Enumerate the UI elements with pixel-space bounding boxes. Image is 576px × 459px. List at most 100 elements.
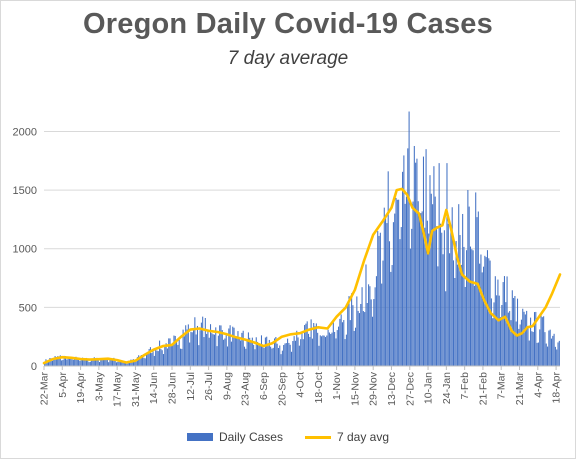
bar-daily-cases (485, 257, 487, 366)
bar-daily-cases (352, 305, 354, 366)
chart-title: Oregon Daily Covid-19 Cases (83, 8, 493, 40)
bar-daily-cases (348, 296, 350, 366)
bar-daily-cases (123, 361, 125, 366)
bar-daily-cases (445, 291, 447, 366)
bar-daily-cases (321, 336, 323, 366)
bar-daily-cases (289, 344, 291, 366)
legend-swatch-line (304, 435, 331, 439)
bar-daily-cases (396, 199, 398, 366)
bar-daily-cases (236, 338, 238, 366)
bar-daily-cases (249, 337, 251, 366)
bar-daily-cases (155, 348, 157, 366)
bar-daily-cases (294, 340, 296, 366)
bar-daily-cases (420, 213, 422, 366)
bar-daily-cases (212, 334, 214, 366)
bar-daily-cases (391, 265, 393, 366)
bar-daily-cases (113, 357, 115, 366)
y-tick-label: 500 (19, 302, 37, 314)
bar-daily-cases (428, 233, 430, 366)
bar-daily-cases (54, 356, 56, 366)
x-tick-label: 19-Apr (75, 371, 87, 403)
bar-daily-cases (240, 340, 242, 366)
bar-daily-cases (254, 349, 256, 366)
bar-daily-cases (246, 339, 248, 366)
bar-daily-cases (368, 284, 370, 366)
bar-daily-cases (187, 324, 189, 366)
bar-daily-cases (388, 241, 391, 366)
bar-daily-cases (112, 358, 114, 366)
bar-daily-cases (160, 348, 162, 366)
legend-label-7-day-avg: 7 day avg (336, 430, 390, 444)
bar-daily-cases (518, 328, 520, 366)
bar-daily-cases (290, 351, 293, 366)
bar-daily-cases (84, 359, 86, 366)
bar-daily-cases (550, 338, 553, 366)
x-tick-label: 1-Nov (331, 371, 343, 400)
bar-daily-cases (442, 254, 444, 366)
bar-daily-cases (136, 357, 138, 366)
bar-daily-cases (353, 330, 355, 366)
bar-daily-cases (95, 358, 97, 366)
bar-daily-cases (434, 196, 436, 366)
bar-daily-cases (547, 346, 549, 366)
legend-label-daily-cases: Daily Cases (218, 430, 283, 444)
bar-daily-cases (549, 329, 551, 366)
bar-daily-cases (335, 338, 337, 366)
bar-daily-cases (531, 331, 533, 366)
bar-daily-cases (500, 317, 502, 366)
bar-daily-cases (439, 223, 441, 366)
bar-daily-cases (438, 163, 440, 366)
bar-daily-cases (266, 336, 268, 366)
bar-daily-cases (131, 359, 133, 366)
bar-daily-cases (503, 276, 505, 366)
bar-daily-cases (450, 225, 452, 366)
bar-daily-cases (447, 223, 449, 366)
bar-daily-cases (313, 323, 315, 366)
bar-daily-cases (541, 317, 543, 366)
x-tick-label: 17-May (112, 371, 124, 407)
bar-daily-cases (48, 360, 50, 366)
bar-daily-cases (220, 325, 222, 366)
bar-daily-cases (224, 338, 226, 366)
bar-daily-cases (425, 149, 427, 366)
bar-daily-cases (176, 341, 178, 366)
bar-daily-cases (145, 354, 148, 366)
bar-daily-cases (360, 303, 362, 366)
bar-daily-cases (374, 287, 376, 366)
bar-daily-cases (395, 197, 397, 366)
bar-daily-cases (93, 357, 95, 366)
bar-daily-cases (446, 163, 448, 366)
x-tick-label: 23-Aug (240, 372, 252, 406)
bar-daily-cases (245, 348, 247, 366)
x-tick-label: 13-Dec (386, 372, 398, 406)
bar-daily-cases (451, 207, 453, 366)
bar-daily-cases (430, 193, 432, 366)
bar-daily-cases (232, 326, 234, 366)
bar-daily-cases (378, 235, 380, 366)
bar-daily-cases (195, 334, 197, 366)
bar-daily-cases (247, 332, 249, 366)
bar-daily-cases (157, 351, 159, 366)
bar-daily-cases (233, 327, 235, 366)
bar-daily-cases (260, 335, 263, 366)
x-tick-label: 7-Feb (459, 372, 471, 400)
bar-daily-cases (135, 360, 137, 366)
bar-daily-cases (115, 362, 118, 366)
bar-daily-cases (463, 246, 465, 366)
bar-daily-cases (164, 345, 166, 366)
bar-daily-cases (79, 360, 81, 366)
bar-daily-cases (75, 356, 77, 366)
bar-daily-cases (142, 356, 144, 366)
bar-daily-cases (400, 227, 402, 366)
bar-daily-cases (140, 355, 142, 366)
bar-daily-cases (407, 148, 409, 366)
bar-daily-cases (194, 317, 196, 366)
bar-daily-cases (121, 361, 123, 366)
bar-daily-cases (413, 145, 415, 366)
bar-daily-cases (553, 333, 555, 366)
bar-daily-cases (292, 341, 294, 366)
bar-daily-cases (369, 286, 371, 366)
bar-daily-cases (101, 358, 103, 366)
bar-daily-cases (117, 361, 119, 366)
x-tick-label: 24-Jan (441, 372, 453, 404)
